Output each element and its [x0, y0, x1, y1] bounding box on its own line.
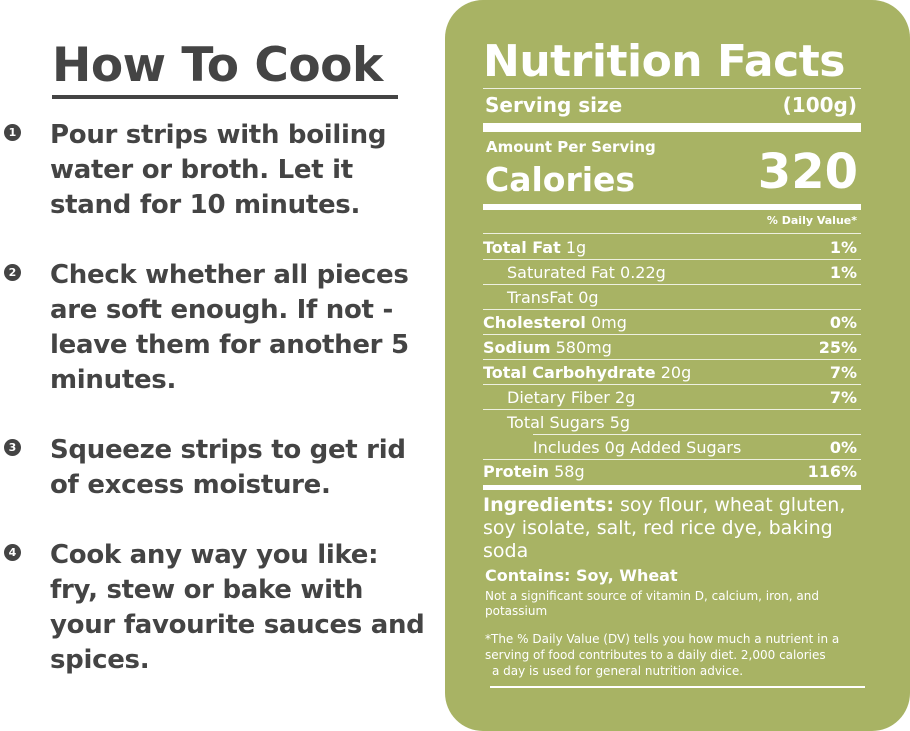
bottom-divider	[490, 686, 865, 688]
nutrient-row-total-sugars: Total Sugars 5g	[483, 410, 857, 435]
footnote-line-1: *The % Daily Value (DV) tells you how mu…	[485, 632, 840, 662]
divider	[483, 384, 861, 385]
nutrient-name: Total Sugars	[507, 413, 605, 432]
title-underline	[52, 95, 398, 99]
nutrient-row-sodium: Sodium 580mg 25%	[483, 335, 857, 360]
nutrient-amount: 20g	[660, 363, 692, 382]
thick-divider	[483, 123, 861, 132]
step-number-icon: 1	[4, 124, 21, 141]
allergen-contains: Contains: Soy, Wheat	[485, 566, 678, 585]
nutrient-dv: 25%	[818, 338, 857, 357]
ingredients: Ingredients: soy flour, wheat gluten, so…	[483, 494, 861, 563]
nutrient-amount: 58g	[554, 462, 585, 481]
divider	[483, 309, 861, 310]
nutrient-row-added-sugars: Includes 0g Added Sugars 0%	[483, 435, 857, 460]
divider	[483, 259, 861, 260]
calories-label: Calories	[485, 160, 636, 199]
nutrient-name: Includes	[533, 438, 600, 457]
daily-value-footnote: *The % Daily Value (DV) tells you how mu…	[485, 631, 865, 679]
nutrient-amount: 1g	[565, 238, 587, 257]
amount-per-serving: Amount Per Serving	[486, 138, 656, 156]
nutrient-amount: 5g	[609, 413, 631, 432]
daily-value-header: % Daily Value*	[766, 214, 857, 227]
nutrient-amount: 2g	[614, 388, 636, 407]
nutrient-row-total-fat: Total Fat 1g 1%	[483, 235, 857, 260]
nutrient-row-protein: Protein 58g 116%	[483, 459, 857, 484]
nutrient-dv: 0%	[829, 313, 857, 332]
nutrient-name: TransFat	[507, 288, 574, 307]
divider	[483, 409, 861, 410]
step-text: Squeeze strips to get rid of excess mois…	[50, 435, 406, 500]
serving-size-row: Serving size (100g)	[485, 91, 857, 119]
nutrient-dv: 1%	[829, 263, 857, 282]
how-to-cook-title: How To Cook	[52, 38, 383, 93]
nutrient-dv: 0%	[829, 438, 857, 457]
nutrient-amount: 0g Added Sugars	[604, 438, 742, 457]
nutrient-dv: 116%	[807, 462, 857, 481]
nutrient-name: Cholesterol	[483, 313, 586, 332]
step-text: Cook any way you like: fry, stew or bake…	[50, 540, 425, 675]
serving-size-label: Serving size	[485, 93, 623, 117]
divider	[533, 434, 861, 435]
medium-divider	[483, 204, 861, 210]
nutrient-amount: 0.22g	[620, 263, 666, 282]
nutrient-name: Protein	[483, 462, 549, 481]
nutrient-row-dietary-fiber: Dietary Fiber 2g 7%	[483, 385, 857, 410]
divider	[483, 88, 861, 89]
ingredients-label: Ingredients:	[483, 494, 614, 516]
calories-value: 320	[757, 144, 858, 200]
nutrient-name: Total Carbohydrate	[483, 363, 656, 382]
nutrient-dv: 7%	[829, 388, 857, 407]
divider	[483, 284, 861, 285]
nutrient-row-cholesterol: Cholesterol 0mg 0%	[483, 310, 857, 335]
footnote-line-2: a day is used for general nutrition advi…	[492, 664, 744, 678]
step-number-icon: 2	[4, 264, 21, 281]
nutrition-facts-panel: Nutrition Facts Serving size (100g) Amou…	[445, 0, 910, 731]
nutrient-row-saturated-fat: Saturated Fat 0.22g 1%	[483, 260, 857, 285]
nutrient-amount: 0g	[578, 288, 599, 307]
nutrient-row-total-carbohydrate: Total Carbohydrate 20g 7%	[483, 360, 857, 385]
nutrition-facts-title: Nutrition Facts	[483, 36, 845, 87]
step-text: Check whether all pieces are soft enough…	[50, 260, 409, 395]
divider	[483, 359, 861, 360]
nutrient-amount: 580mg	[555, 338, 612, 357]
step-text: Pour strips with boiling water or broth.…	[50, 120, 387, 220]
nutrient-name: Dietary Fiber	[507, 388, 610, 407]
nutrient-dv: 7%	[829, 363, 857, 382]
nutrient-name: Total Fat	[483, 238, 561, 257]
step-number-icon: 4	[4, 544, 21, 561]
nutrient-row-trans-fat: TransFat 0g	[483, 285, 857, 310]
serving-size-value: (100g)	[782, 93, 857, 117]
divider	[483, 334, 861, 335]
step-number-icon: 3	[4, 439, 21, 456]
nutrient-name: Saturated Fat	[507, 263, 615, 282]
ingredients-text: soy flour, wheat gluten, soy isolate, sa…	[483, 494, 846, 562]
divider	[483, 233, 861, 234]
nutrient-name: Sodium	[483, 338, 551, 357]
how-to-cook-section: How To Cook 1 Pour strips with boiling w…	[0, 0, 430, 731]
divider	[483, 459, 861, 460]
nutrient-dv: 1%	[829, 238, 857, 257]
medium-divider	[483, 485, 861, 490]
nutrient-amount: 0mg	[590, 313, 627, 332]
nutrient-source-note: Not a significant source of vitamin D, c…	[485, 589, 819, 618]
